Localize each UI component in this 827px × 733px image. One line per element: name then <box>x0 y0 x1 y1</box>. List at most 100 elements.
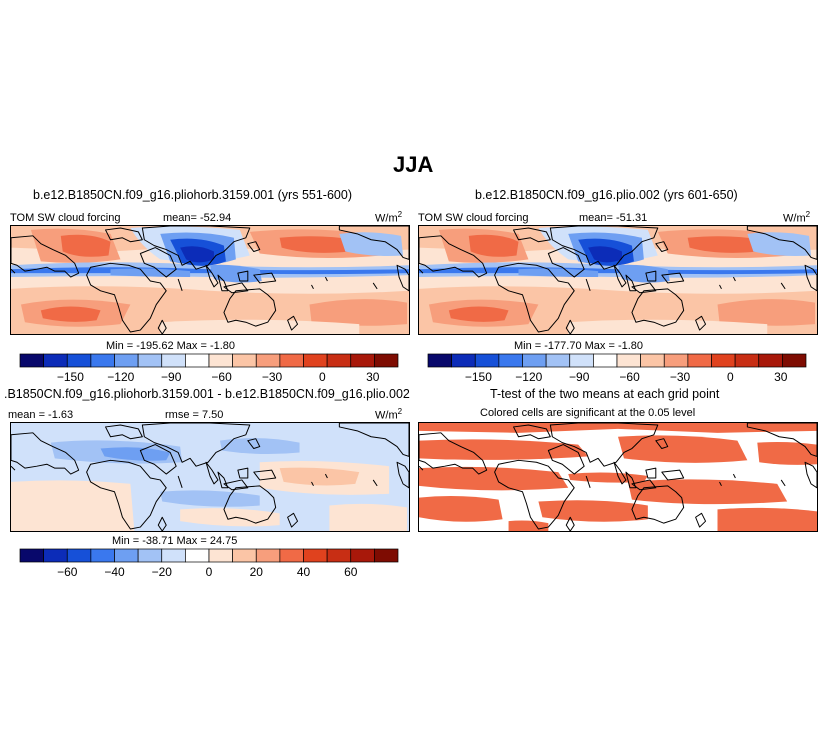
field-contour <box>180 508 280 527</box>
significant-cells <box>508 520 549 531</box>
island-outline <box>324 276 328 282</box>
field-contour <box>717 299 816 326</box>
colorbar-swatch <box>255 548 281 563</box>
colorbar-swatch <box>137 353 163 368</box>
continent-outline <box>237 467 249 479</box>
panel2-minmax: Min = -177.70 Max = -1.80 <box>514 340 644 352</box>
continent-outline <box>223 282 249 294</box>
panel2-title: b.e12.B1850CN.f09_g16.plio.002 (yrs 601-… <box>475 188 738 202</box>
colorbar-swatch <box>114 548 139 563</box>
colorbar-swatch <box>326 353 352 368</box>
panel3-colorbar: −60 −40 −20 0 20 40 60 <box>19 548 399 579</box>
field-contour <box>180 246 214 263</box>
island-outline <box>372 282 378 290</box>
island-outline <box>177 278 183 291</box>
field-contour <box>11 480 135 531</box>
continent-outline <box>247 241 261 253</box>
panel2-units: W/m2 <box>783 210 811 225</box>
significant-cells <box>717 507 817 531</box>
continent-outline <box>253 469 277 481</box>
field-contour <box>210 264 262 283</box>
island-outline <box>780 282 786 290</box>
significant-cells <box>419 439 589 460</box>
field-contour <box>518 268 599 278</box>
continent-outline <box>237 270 249 282</box>
significant-cells <box>419 466 569 491</box>
field-contour <box>588 246 622 263</box>
continent-outline <box>547 444 585 475</box>
colorbar-swatch <box>640 353 665 368</box>
field-contour <box>40 306 101 322</box>
colorbar-tick-label: 40 <box>297 565 311 579</box>
panel1-map <box>10 225 410 335</box>
continent-outline <box>625 274 637 292</box>
continent-outline <box>223 479 249 491</box>
field-contour <box>160 490 260 507</box>
island-outline <box>719 284 722 290</box>
continent-outline <box>631 288 685 327</box>
panel2-map <box>418 225 818 335</box>
colorbar-swatch <box>137 548 163 563</box>
continent-outline <box>549 423 659 467</box>
colorbar-swatch <box>498 353 523 368</box>
island-outline <box>732 276 736 282</box>
colorbar-tick-label: −150 <box>465 370 492 384</box>
panel3-map <box>10 422 410 532</box>
colorbar-tick-label: −30 <box>262 370 283 384</box>
field-contour <box>687 236 763 253</box>
continent-outline <box>661 272 685 284</box>
colorbar-swatch <box>474 353 500 368</box>
continent-outline <box>157 319 167 334</box>
colorbar-swatch <box>232 548 257 563</box>
panel2-variable: TOM SW cloud forcing <box>418 212 529 224</box>
colorbar-tick-label: 60 <box>344 565 358 579</box>
panel1-mean: mean= -52.94 <box>163 212 232 224</box>
colorbar-swatch <box>66 548 92 563</box>
continent-outline <box>287 512 299 528</box>
island-outline <box>585 278 591 291</box>
colorbar-swatch <box>279 548 304 563</box>
colorbar-swatch <box>711 353 736 368</box>
continent-outline <box>11 235 80 278</box>
colorbar-tick-label: 20 <box>250 565 264 579</box>
continent-outline <box>565 516 575 531</box>
continent-outline <box>253 272 277 284</box>
significant-cells <box>419 423 817 433</box>
continent-outline <box>419 235 488 278</box>
colorbar-swatch <box>522 353 547 368</box>
continent-outline <box>11 432 80 475</box>
island-outline <box>324 473 328 479</box>
continent-outline <box>86 459 167 530</box>
panel3-rmse: rmse = 7.50 <box>165 409 224 421</box>
colorbar-swatch <box>374 353 399 368</box>
panel1-variable: TOM SW cloud forcing <box>10 212 121 224</box>
colorbar-swatch <box>185 353 210 368</box>
continent-outline <box>157 516 167 531</box>
field-contour <box>279 236 355 253</box>
field-contour <box>110 268 191 278</box>
colorbar-swatch <box>427 353 452 368</box>
panel3-minmax: Min = -38.71 Max = 24.75 <box>112 535 238 547</box>
colorbar-tick-label: 30 <box>366 370 380 384</box>
continent-outline <box>613 461 627 485</box>
continent-outline <box>217 274 229 292</box>
colorbar-tick-label: 0 <box>319 370 326 384</box>
significant-cells <box>568 472 648 483</box>
field-contour <box>60 234 111 257</box>
island-outline <box>11 465 16 471</box>
continent-outline <box>661 469 685 481</box>
colorbar-swatch <box>451 353 476 368</box>
field-contour <box>279 467 360 486</box>
continent-outline <box>655 241 669 253</box>
colorbar-swatch <box>782 353 807 368</box>
field-contour <box>329 503 408 531</box>
colorbar-swatch <box>208 548 233 563</box>
continent-outline <box>513 227 551 243</box>
colorbar-swatch <box>374 548 399 563</box>
panel1-minmax: Min = -195.62 Max = -1.80 <box>106 340 236 352</box>
panel3-mean: mean = -1.63 <box>8 409 74 421</box>
colorbar-swatch <box>66 353 92 368</box>
continent-outline <box>141 423 251 467</box>
panel3-title: .B1850CN.f09_g16.pliohorb.3159.001 - b.e… <box>4 387 410 401</box>
continent-outline <box>139 247 177 278</box>
